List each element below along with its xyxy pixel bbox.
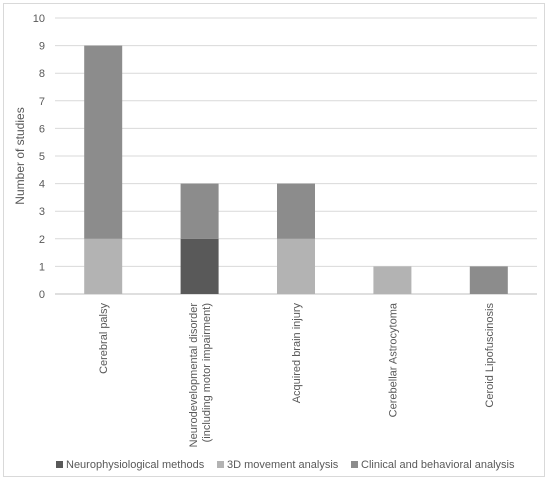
y-tick-label: 4 [39, 179, 45, 191]
legend-label: 3D movement analysis [227, 459, 339, 471]
category-label-line: (including motor impairment) [201, 303, 213, 442]
y-tick-label: 10 [33, 13, 45, 25]
y-tick-label: 1 [39, 261, 45, 273]
legend-item: 3D movement analysis [217, 459, 339, 471]
legend-swatch [351, 461, 358, 468]
category-label-line: Cerebral palsy [98, 303, 110, 374]
bar-segment [469, 266, 508, 294]
bars [84, 45, 508, 294]
y-tick-label: 0 [39, 289, 45, 301]
y-tick-label: 9 [39, 41, 45, 53]
bar-segment [277, 238, 315, 294]
legend-swatch [56, 461, 63, 468]
bar-segment [180, 238, 219, 294]
bar-segment [180, 183, 219, 239]
category-labels: Cerebral palsy Neurodevelopmental disorde… [98, 302, 496, 447]
bar-segment [277, 183, 315, 239]
legend-item: Neurophysiological methods [56, 459, 205, 471]
category-label-line: Acquired brain injury [291, 303, 303, 404]
category-label-line: Ceroid Lipofuscinosis [484, 303, 496, 408]
y-tick-label: 2 [39, 234, 45, 246]
bar-segment [84, 45, 123, 239]
bar-segment [373, 266, 412, 294]
y-tick-labels: 0 1 2 3 4 5 6 7 8 9 10 [33, 13, 45, 301]
category-label: Cerebral palsy [98, 303, 110, 374]
gridlines [55, 17, 537, 295]
category-label-line: Neurodevelopmental disorder [188, 303, 200, 448]
y-tick-label: 3 [39, 206, 45, 218]
y-tick-label: 5 [39, 151, 45, 163]
y-axis-label: Number of studies [13, 107, 27, 204]
category-label-line: Cerebellar Astrocytoma [387, 302, 399, 417]
category-label: Ceroid Lipofuscinosis [484, 303, 496, 408]
legend-label: Clinical and behavioral analysis [361, 459, 515, 471]
legend-swatch [217, 461, 224, 468]
bar-segment [84, 238, 123, 294]
legend-label: Neurophysiological methods [66, 459, 205, 471]
y-tick-label: 8 [39, 68, 45, 80]
y-tick-label: 7 [39, 96, 45, 108]
category-label: Acquired brain injury [291, 303, 303, 404]
category-label: Cerebellar Astrocytoma [387, 302, 399, 417]
category-label: Neurodevelopmental disorder (including mo… [188, 303, 213, 448]
legend: Neurophysiological methods 3D movement an… [56, 459, 515, 471]
y-tick-label: 6 [39, 123, 45, 135]
legend-item: Clinical and behavioral analysis [351, 459, 515, 471]
